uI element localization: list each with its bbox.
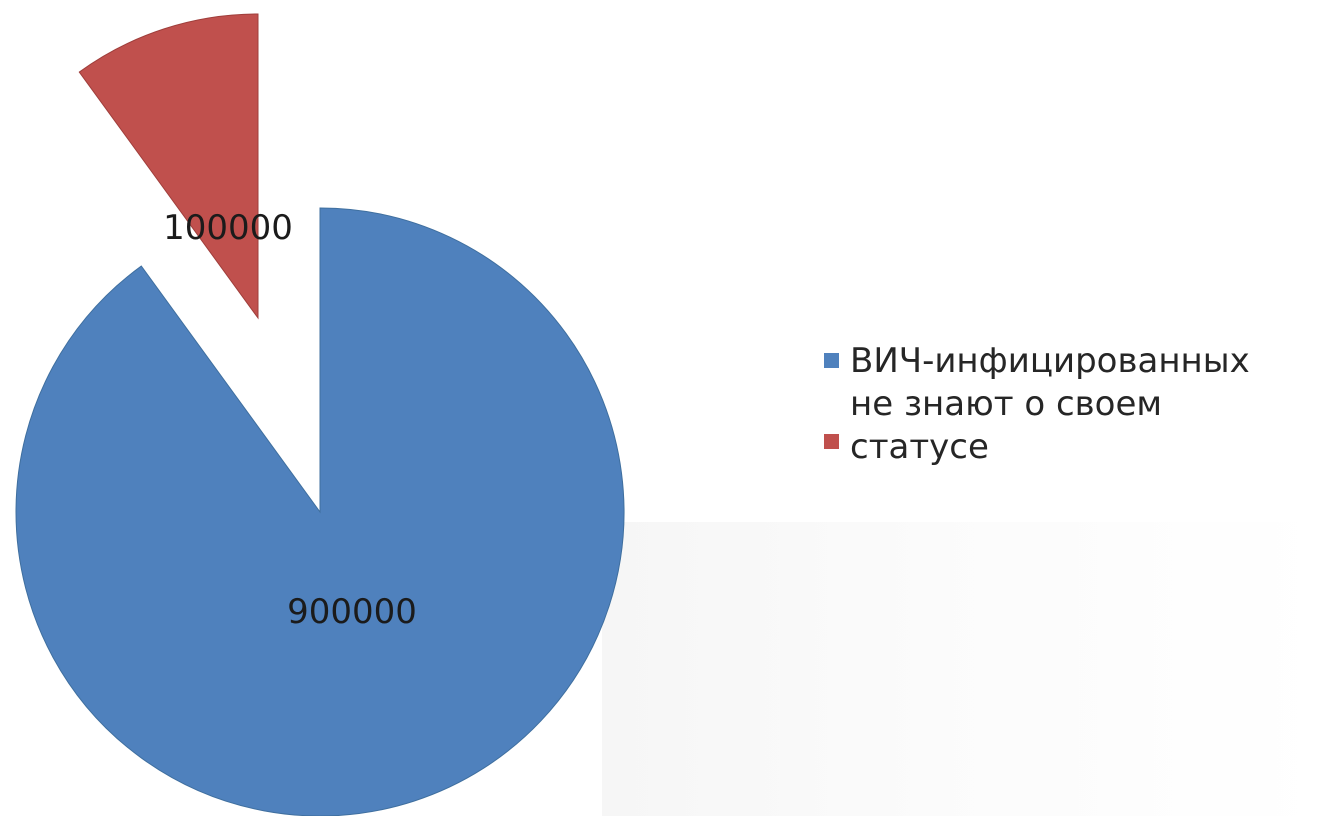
data-label-100000: 100000: [163, 208, 293, 248]
legend: ВИЧ-инфицированных не знают о своем стат…: [822, 340, 1322, 469]
legend-item-unaware-status: не знают о своем статусе: [822, 383, 1322, 469]
pie-slices: [15, 13, 625, 816]
legend-label-unaware-line-2: статусе: [850, 427, 989, 467]
legend-label-hiv-infected: ВИЧ-инфицированных: [850, 341, 1250, 381]
pie-slice-900000: [15, 207, 625, 816]
data-label-900000: 900000: [287, 592, 417, 632]
pie-slice-100000: [78, 13, 259, 320]
legend-item-hiv-infected: ВИЧ-инфицированных: [822, 340, 1322, 383]
pie-data-labels: 900000 100000: [163, 208, 417, 632]
background-fade-panel: [602, 522, 1324, 816]
legend-swatch-red: [824, 434, 839, 449]
legend-swatch-blue: [824, 353, 839, 368]
legend-label-unaware-line-1: не знают о своем: [850, 384, 1163, 424]
